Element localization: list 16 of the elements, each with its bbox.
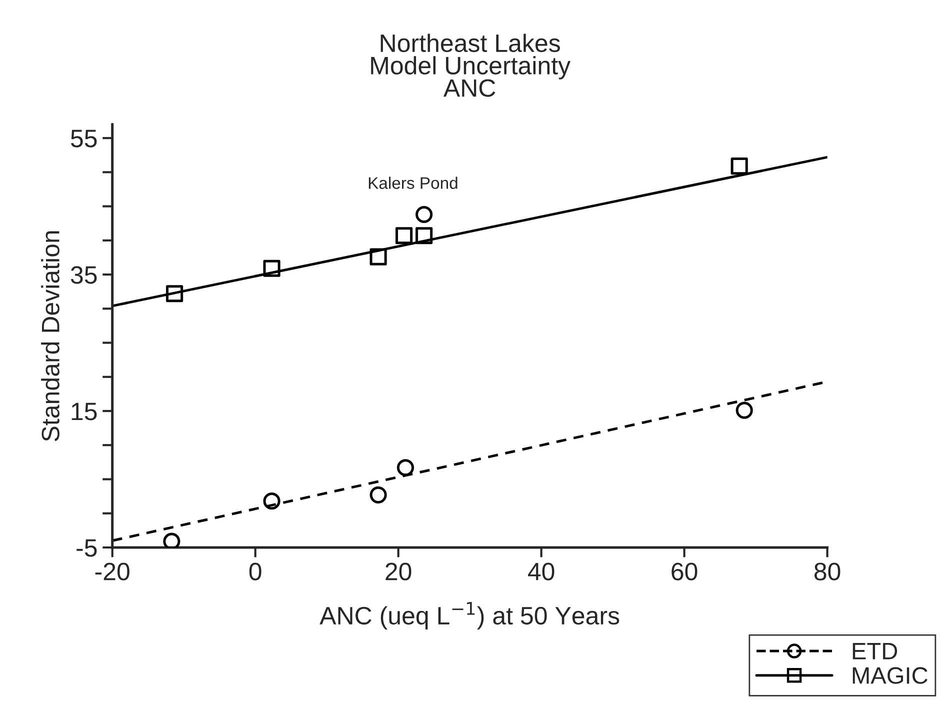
legend-label: ETD [852,643,898,660]
chart-title: Northeast Lakes Model Uncertainty ANC [371,34,571,97]
x-tick-label: 20 [386,562,412,580]
legend-label: MAGIC [852,667,928,684]
x-axis-title: ANC (ueq L$^{−1}$) at 50 Years [320,602,620,630]
y-tick-label: 55 [70,130,97,148]
y-tick-label: -5 [76,539,97,557]
annotation: Kalers Pond [368,176,458,189]
y-tick-label: 15 [72,402,97,420]
x-tick-label: 0 [249,562,262,580]
y-axis-title: Standard Deviation [41,231,60,442]
x-tick-label: -20 [95,562,130,580]
x-tick-label: 60 [672,562,698,580]
y-tick-label: 35 [70,266,97,284]
x-tick-label: 40 [528,562,554,580]
x-tick-label: 80 [814,562,840,580]
